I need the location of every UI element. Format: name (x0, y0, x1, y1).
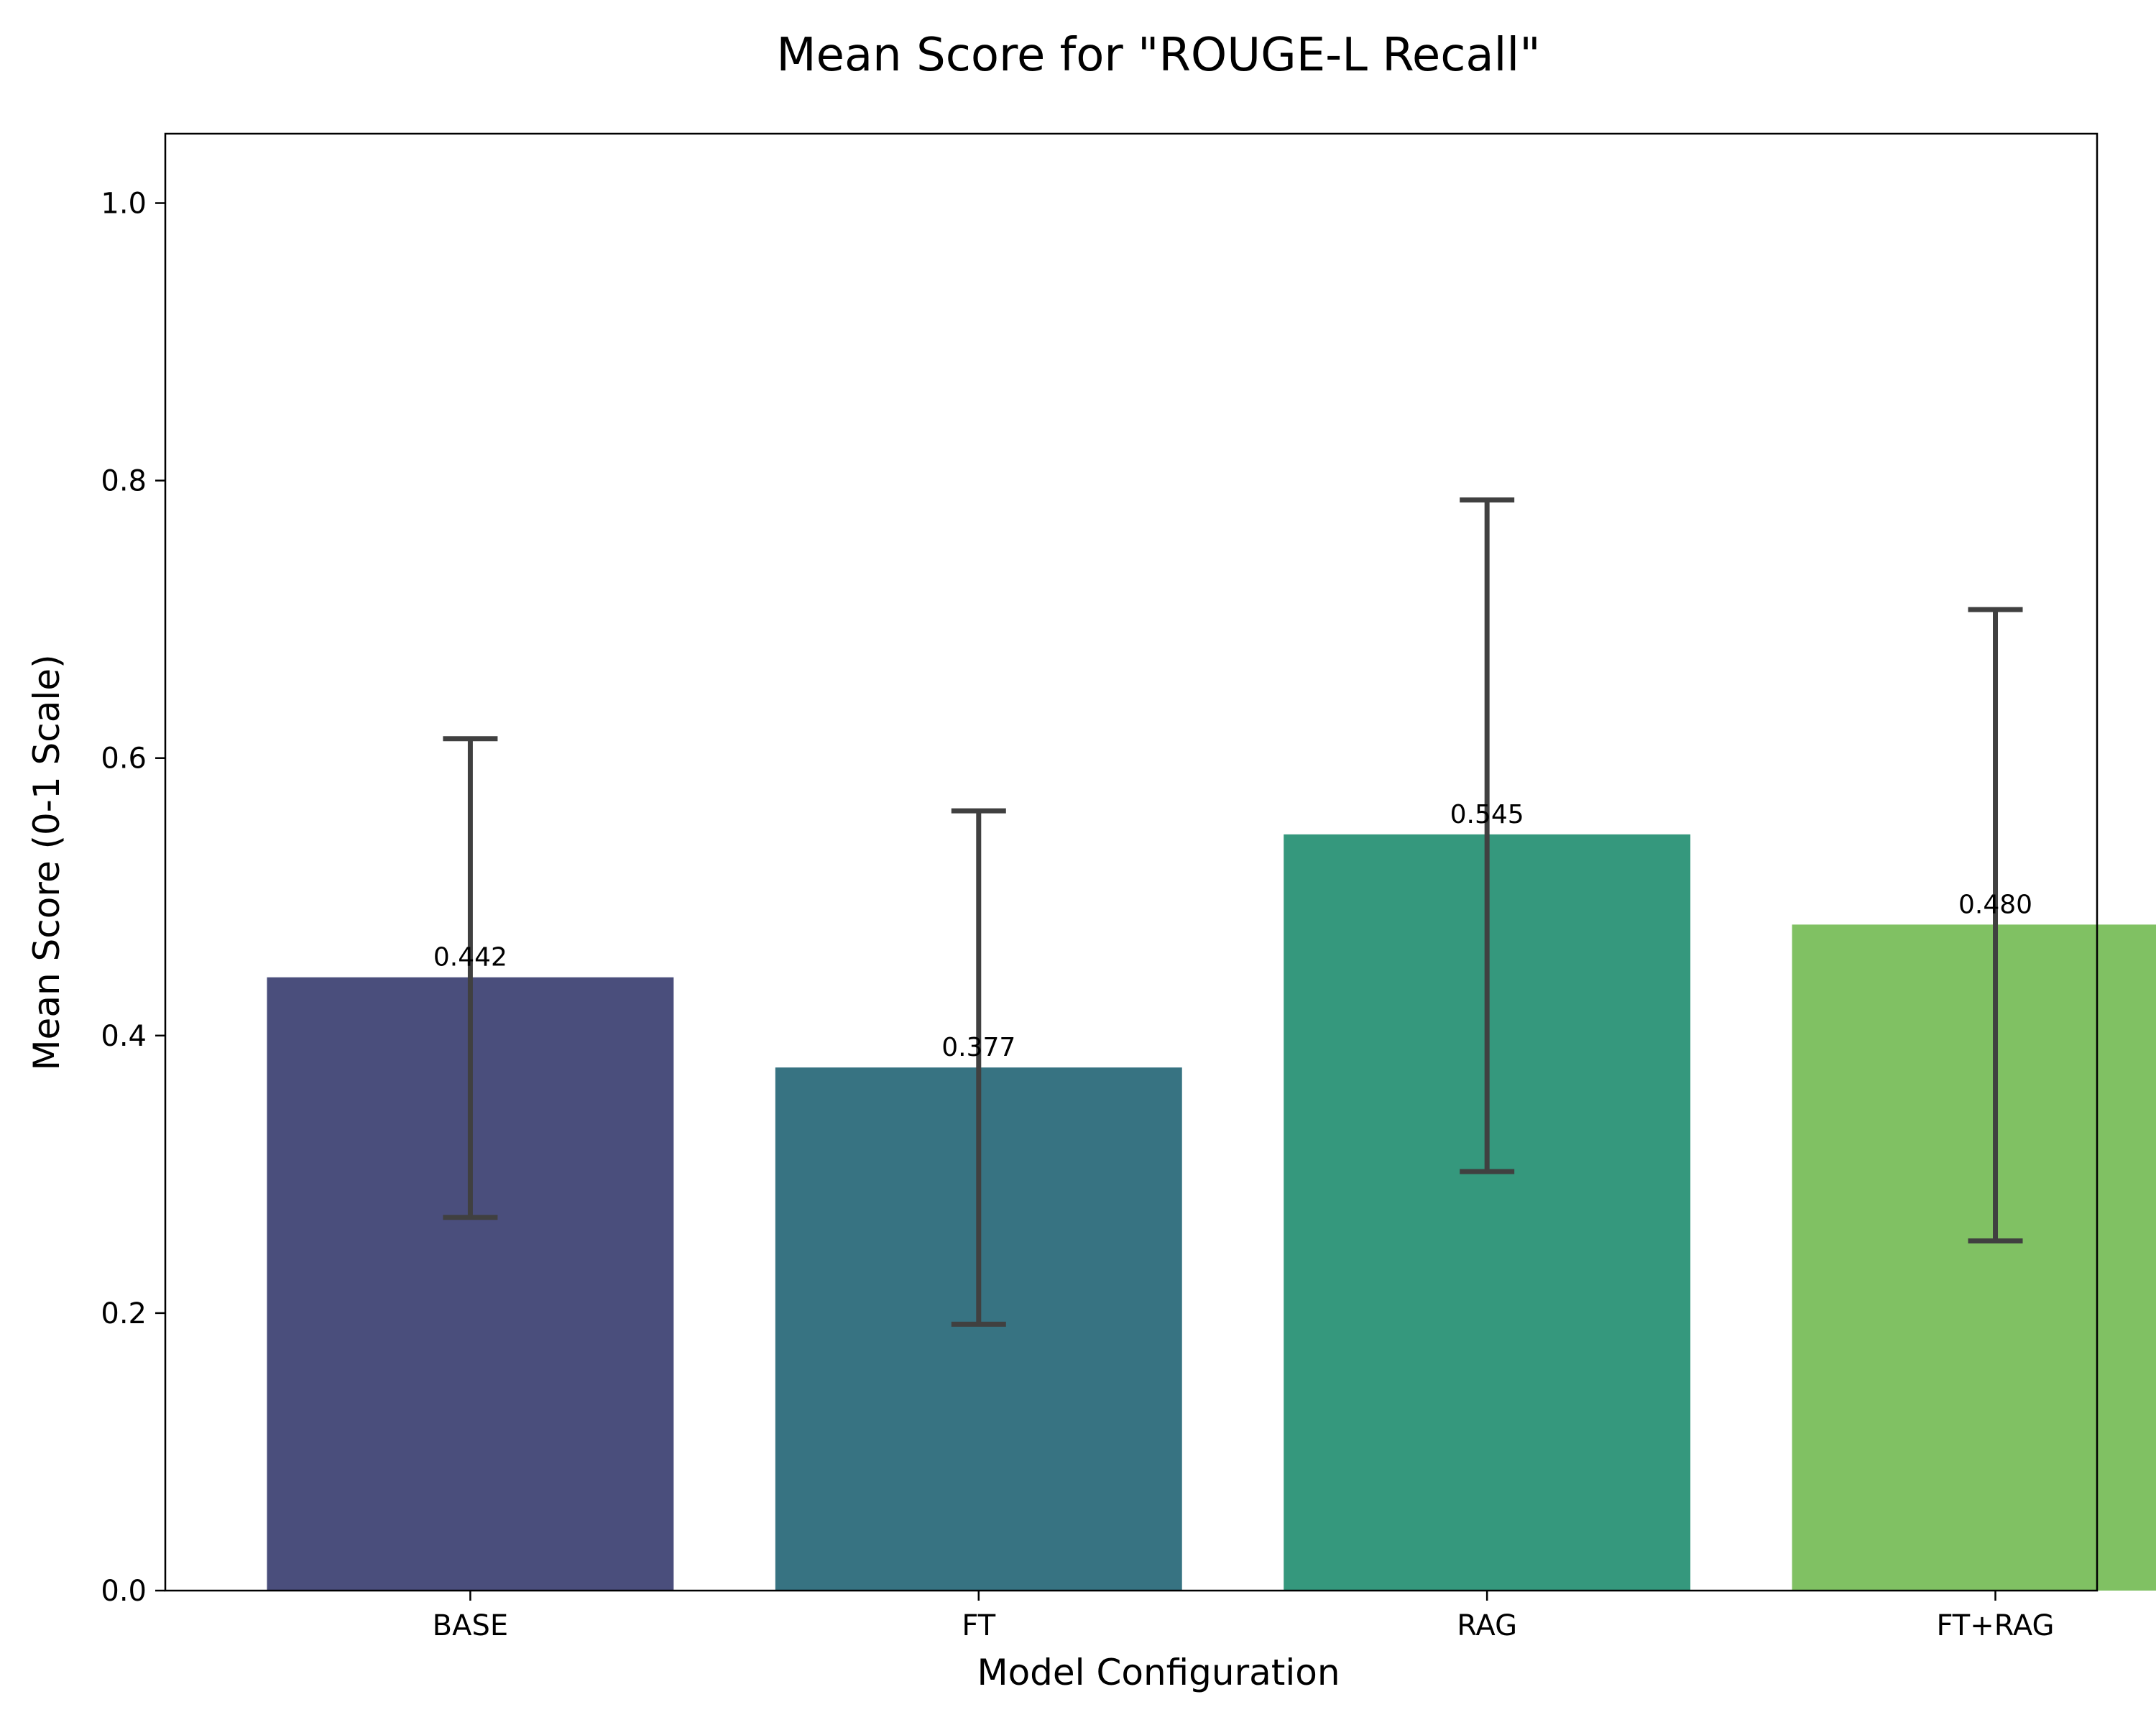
y-axis: 0.0 0.2 0.4 0.6 0.8 1.0 (101, 188, 165, 1608)
y-tick-label: 0.8 (101, 465, 147, 498)
data-labels-layer: 0.442 0.377 0.545 0.480 (433, 800, 2032, 1062)
y-axis-label: Mean Score (0-1 Scale) (26, 654, 68, 1070)
y-tick-label: 0.0 (101, 1575, 147, 1608)
y-tick-label: 0.6 (101, 742, 147, 776)
bar-ft-rag (1792, 924, 2156, 1591)
data-label: 0.480 (1958, 890, 2032, 919)
error-bar (443, 736, 498, 1220)
x-tick-label: FT+RAG (1936, 1609, 2054, 1642)
data-label: 0.377 (941, 1033, 1015, 1062)
y-tick-label: 0.4 (101, 1020, 147, 1053)
x-tick-label: RAG (1457, 1609, 1517, 1642)
data-label: 0.545 (1450, 800, 1524, 829)
x-tick-label: BASE (433, 1609, 508, 1642)
chart-title: Mean Score for "ROUGE-L Recall" (776, 29, 1540, 82)
error-bar (1968, 607, 2023, 1244)
x-tick-label: FT (962, 1609, 995, 1642)
bars-layer (267, 834, 2156, 1591)
data-label: 0.442 (433, 943, 507, 972)
x-axis-label: Model Configuration (977, 1652, 1340, 1693)
plot-frame (164, 132, 2099, 1592)
error-bar (1460, 497, 1515, 1174)
x-axis: BASE FT RAG FT+RAG (433, 1591, 2055, 1642)
error-bar (951, 808, 1006, 1327)
error-bars-layer (443, 497, 2023, 1327)
y-tick-label: 1.0 (101, 188, 147, 221)
y-tick-label: 0.2 (101, 1297, 147, 1330)
